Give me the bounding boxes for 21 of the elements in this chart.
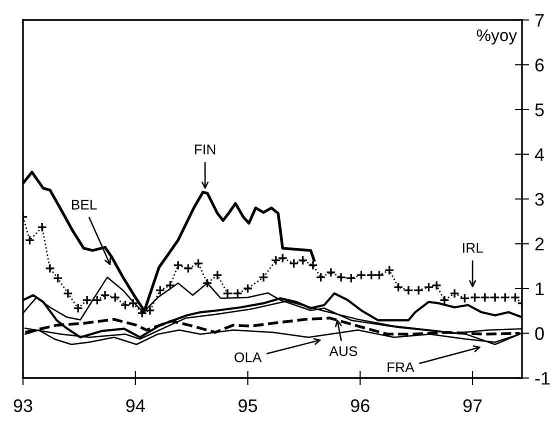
y-tick-label: -1 (535, 372, 550, 385)
annotation: OLA (234, 352, 262, 362)
x-tick-label: 93 (14, 399, 32, 412)
annotation: IRL (463, 243, 483, 253)
x-tick-label: 94 (126, 399, 145, 412)
y-tick-label: 0 (535, 327, 544, 340)
annotation: AUS (329, 346, 358, 356)
annotation: BEL (72, 200, 97, 210)
x-tick-label: 97 (463, 399, 482, 412)
y-tick-label: 1 (536, 282, 544, 296)
y-tick-label: 7 (535, 14, 544, 27)
y-tick-label: 4 (534, 148, 544, 161)
y-tick-label: 5 (535, 104, 544, 116)
y-tick-label: 6 (535, 58, 544, 72)
x-tick-label: 96 (350, 399, 370, 412)
y-tick-label: 2 (535, 238, 544, 250)
x-tick-label: 95 (238, 399, 258, 412)
y-axis-title: %yoy (476, 29, 517, 44)
y-tick-label: 3 (535, 192, 544, 206)
annotation: FRA (388, 362, 414, 372)
annotation: FIN (195, 144, 216, 154)
